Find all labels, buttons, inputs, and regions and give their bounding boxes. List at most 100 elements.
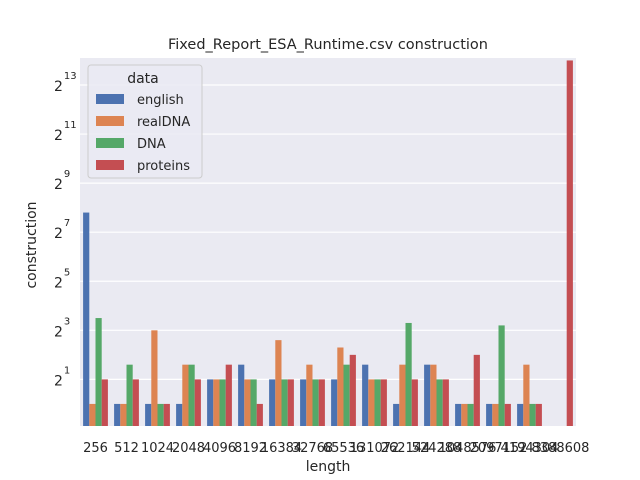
bar-proteins-2048 xyxy=(194,379,201,426)
x-tick-label: 1024 xyxy=(141,441,174,456)
bar-DNA-8192 xyxy=(250,379,257,426)
legend-label-DNA: DNA xyxy=(137,137,166,152)
bar-english-2048 xyxy=(176,403,183,426)
bar-english-256 xyxy=(83,212,90,426)
bar-proteins-2097152 xyxy=(504,403,511,426)
y-tick-label: 27 xyxy=(54,218,70,242)
legend-label-proteins: proteins xyxy=(137,159,190,174)
bar-realDNA-16384 xyxy=(275,340,282,426)
chart-title: Fixed_Report_ESA_Runtime.csv constructio… xyxy=(168,37,488,53)
bar-proteins-16384 xyxy=(287,379,294,426)
bar-proteins-8388608 xyxy=(566,60,573,426)
y-tick-label: 21 xyxy=(54,365,70,389)
bar-DNA-2048 xyxy=(188,364,195,426)
bar-realDNA-2097152 xyxy=(492,403,499,426)
bar-DNA-65536 xyxy=(343,364,350,426)
y-tick-exponent: 5 xyxy=(64,267,70,278)
x-tick-label: 512 xyxy=(114,441,139,456)
y-tick-exponent: 11 xyxy=(64,120,77,131)
bars xyxy=(83,60,573,426)
grid-lines xyxy=(80,84,576,380)
x-tick-label: 65536 xyxy=(323,441,364,456)
bar-DNA-256 xyxy=(95,318,102,426)
bar-english-4096 xyxy=(207,379,214,426)
bar-english-512 xyxy=(114,403,121,426)
bar-english-8192 xyxy=(238,364,245,426)
bar-realDNA-524288 xyxy=(430,364,437,426)
bar-proteins-8192 xyxy=(256,403,263,426)
y-tick-label: 213 xyxy=(54,71,77,95)
bar-DNA-512 xyxy=(126,364,133,426)
bar-DNA-4096 xyxy=(219,379,226,426)
x-tick-label: 256 xyxy=(83,441,108,456)
bar-proteins-131072 xyxy=(380,379,387,426)
legend-swatch-realDNA xyxy=(96,116,124,126)
bar-english-16384 xyxy=(269,379,276,426)
bar-realDNA-8192 xyxy=(244,379,251,426)
y-tick-label: 25 xyxy=(54,267,70,291)
x-tick-label: 2097152 xyxy=(470,441,528,456)
bar-DNA-16384 xyxy=(281,379,288,426)
x-tick-label: 1048576 xyxy=(439,441,497,456)
bar-proteins-4096 xyxy=(225,364,232,426)
x-tick-label: 2048 xyxy=(172,441,205,456)
x-tick-label: 16384 xyxy=(261,441,302,456)
bar-DNA-524288 xyxy=(436,379,443,426)
bar-english-65536 xyxy=(331,379,338,426)
bar-realDNA-512 xyxy=(120,403,127,426)
bar-proteins-512 xyxy=(132,379,139,426)
bar-realDNA-256 xyxy=(89,403,96,426)
bar-realDNA-131072 xyxy=(368,379,375,426)
y-tick-base: 2 xyxy=(54,177,63,193)
y-tick-base: 2 xyxy=(54,226,63,242)
y-tick-label: 29 xyxy=(54,169,70,193)
bar-DNA-1048576 xyxy=(467,403,474,426)
legend-box xyxy=(87,64,203,179)
bar-english-262144 xyxy=(393,403,400,426)
bar-english-2097152 xyxy=(486,403,493,426)
bar-proteins-1048576 xyxy=(473,354,480,426)
bar-proteins-4194304 xyxy=(535,403,542,426)
bar-english-524288 xyxy=(424,364,431,426)
bar-proteins-256 xyxy=(101,379,108,426)
legend-label-english: english xyxy=(137,93,184,108)
y-tick-base: 2 xyxy=(54,373,63,389)
y-tick-base: 2 xyxy=(54,79,63,95)
y-tick-exponent: 7 xyxy=(64,218,70,229)
bar-realDNA-32768 xyxy=(306,364,313,426)
y-tick-exponent: 9 xyxy=(64,169,70,180)
legend-title: data xyxy=(127,71,159,87)
bar-proteins-262144 xyxy=(411,379,418,426)
y-axis-label: construction xyxy=(24,201,40,288)
bar-DNA-131072 xyxy=(374,379,381,426)
bar-proteins-65536 xyxy=(349,354,356,426)
y-tick-base: 2 xyxy=(54,275,63,291)
y-tick-exponent: 13 xyxy=(64,71,77,82)
bar-realDNA-1024 xyxy=(151,330,158,426)
x-tick-label: 8192 xyxy=(234,441,267,456)
x-tick-label: 4096 xyxy=(203,441,236,456)
bar-DNA-2097152 xyxy=(498,325,505,426)
bar-DNA-1024 xyxy=(157,403,164,426)
x-tick-label: 262144 xyxy=(381,441,431,456)
bar-DNA-262144 xyxy=(405,322,412,426)
x-tick-label: 524288 xyxy=(412,441,462,456)
bar-realDNA-1048576 xyxy=(461,403,468,426)
bar-realDNA-4194304 xyxy=(523,364,530,426)
x-axis-label: length xyxy=(306,459,351,475)
x-tick-labels: 256 512 1024204840968192163843276865536131… xyxy=(83,441,589,456)
y-tick-label: 211 xyxy=(54,120,77,144)
y-tick-base: 2 xyxy=(54,128,63,144)
bar-realDNA-2048 xyxy=(182,364,189,426)
x-tick-label: 8388608 xyxy=(532,441,590,456)
y-tick-exponent: 1 xyxy=(64,365,70,376)
bar-proteins-524288 xyxy=(442,379,449,426)
y-tick-base: 2 xyxy=(54,324,63,340)
bar-proteins-32768 xyxy=(318,379,325,426)
bar-english-1048576 xyxy=(455,403,462,426)
bar-proteins-1024 xyxy=(163,403,170,426)
bar-realDNA-262144 xyxy=(399,364,406,426)
x-tick-label: 4194304 xyxy=(501,441,559,456)
